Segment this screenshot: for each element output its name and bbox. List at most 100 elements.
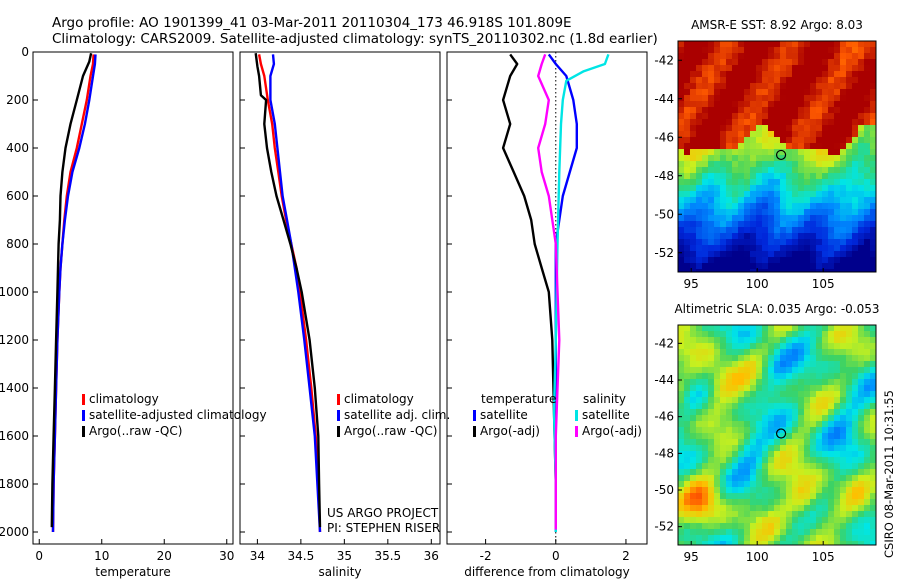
sla-field-cell xyxy=(714,475,721,482)
sla-field-cell xyxy=(756,511,763,518)
sst-field-cell xyxy=(816,191,823,198)
sla-field-cell xyxy=(702,505,709,512)
sst-field-cell xyxy=(702,89,709,96)
sst-field-cell xyxy=(696,119,703,126)
sla-field-cell xyxy=(870,499,877,506)
sla-field-cell xyxy=(804,457,811,464)
sst-field-cell xyxy=(690,107,697,114)
sst-field-cell xyxy=(852,113,859,120)
sst-field-cell xyxy=(864,149,871,156)
sla-field-cell xyxy=(696,427,703,434)
sla-field-cell xyxy=(804,397,811,404)
sst-field-cell xyxy=(822,215,829,222)
sst-field-cell xyxy=(762,131,769,138)
sst-field-cell xyxy=(738,269,745,273)
sst-field-cell xyxy=(804,107,811,114)
salinity-line-argo-raw-qc xyxy=(254,53,322,528)
sla-field-cell xyxy=(684,499,691,506)
sst-field-cell xyxy=(834,113,841,120)
sst-field-cell xyxy=(768,209,775,216)
sla-field-cell xyxy=(858,427,865,434)
sla-field-cell xyxy=(792,439,799,446)
sla-field-cell xyxy=(756,493,763,500)
sla-field-cell xyxy=(828,397,835,404)
sst-field-cell xyxy=(804,41,811,48)
sst-field-cell xyxy=(798,239,805,246)
sla-field-cell xyxy=(834,355,841,362)
sla-field-cell xyxy=(750,487,757,494)
sla-field-cell xyxy=(786,541,793,546)
sst-field-cell xyxy=(786,167,793,174)
sla-field-cell xyxy=(810,373,817,380)
sla-field-cell xyxy=(690,427,697,434)
sst-field-cell xyxy=(792,263,799,270)
sst-field-cell xyxy=(708,263,715,270)
sst-field-cell xyxy=(786,257,793,264)
sst-field-cell xyxy=(798,185,805,192)
sla-field-cell xyxy=(720,457,727,464)
sla-field-cell xyxy=(702,379,709,386)
sla-field-cell xyxy=(780,337,787,344)
sla-field-cell xyxy=(858,457,865,464)
sst-field-cell xyxy=(756,251,763,258)
difference-legend-salinity-satellite-label: satellite xyxy=(582,408,630,422)
sla-field-cell xyxy=(792,367,799,374)
sst-field-cell xyxy=(804,263,811,270)
sst-field-cell xyxy=(810,119,817,126)
sla-field-cell xyxy=(816,505,823,512)
sla-field-cell xyxy=(702,337,709,344)
sla-field-cell xyxy=(798,361,805,368)
sst-field-cell xyxy=(732,137,739,144)
sla-field-cell xyxy=(702,325,709,332)
sst-field-cell xyxy=(852,173,859,180)
sla-field-cell xyxy=(810,355,817,362)
sla-field-cell xyxy=(696,523,703,530)
sst-field-cell xyxy=(822,227,829,234)
sla-field-cell xyxy=(678,511,685,518)
sst-field-cell xyxy=(828,197,835,204)
sst-field-cell xyxy=(756,203,763,210)
sla-field-cell xyxy=(726,325,733,332)
sst-field-cell xyxy=(846,107,853,114)
sst-field-cell xyxy=(738,233,745,240)
sst-field-cell xyxy=(858,269,865,273)
sst-field-cell xyxy=(690,221,697,228)
sst-field-cell xyxy=(846,203,853,210)
sst-field-cell xyxy=(870,185,877,192)
sla-field-cell xyxy=(810,511,817,518)
sla-field-cell xyxy=(720,331,727,338)
salinity-xtick-label: 36 xyxy=(424,549,439,563)
sla-field-cell xyxy=(768,475,775,482)
sst-xtick-label: 100 xyxy=(746,277,769,291)
sla-field-cell xyxy=(774,325,781,332)
sst-field-cell xyxy=(780,233,787,240)
sst-field-cell xyxy=(768,257,775,264)
sla-field-cell xyxy=(822,415,829,422)
sla-field-cell xyxy=(684,415,691,422)
sst-field-cell xyxy=(684,209,691,216)
sla-field-cell xyxy=(774,337,781,344)
sst-field-cell xyxy=(726,263,733,270)
sst-field-cell xyxy=(804,185,811,192)
sla-field-cell xyxy=(846,499,853,506)
sla-field-cell xyxy=(870,337,877,344)
sla-field-cell xyxy=(846,367,853,374)
sst-field-cell xyxy=(756,77,763,84)
sla-field-cell xyxy=(828,463,835,470)
sst-field-cell xyxy=(714,263,721,270)
sla-field-cell xyxy=(828,499,835,506)
sst-field-cell xyxy=(810,167,817,174)
sla-field-cell xyxy=(684,385,691,392)
sst-field-cell xyxy=(798,233,805,240)
sla-field-cell xyxy=(780,463,787,470)
sst-field-cell xyxy=(864,221,871,228)
sst-field-cell xyxy=(690,137,697,144)
sst-field-cell xyxy=(864,251,871,258)
sst-field-cell xyxy=(744,113,751,120)
sla-field-cell xyxy=(834,409,841,416)
sst-field-cell xyxy=(714,59,721,66)
sla-field-cell xyxy=(846,403,853,410)
sst-field-cell xyxy=(834,203,841,210)
sst-field-cell xyxy=(816,257,823,264)
